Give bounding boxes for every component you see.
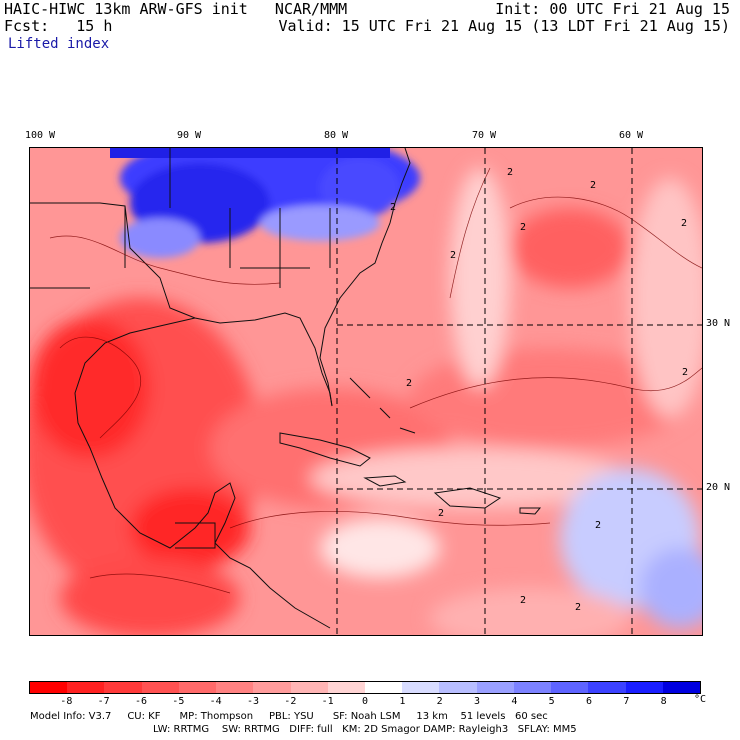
stable-region — [320, 158, 400, 218]
colorbar-tick-label: -4 — [209, 696, 222, 707]
field-blob — [130, 488, 250, 568]
stable-region — [260, 205, 380, 241]
contour-label: 2 — [438, 508, 444, 519]
contour-label: 2 — [595, 520, 601, 531]
colorbar-swatch — [141, 682, 179, 693]
colorbar-swatch — [290, 682, 328, 693]
colorbar-tick-label: 3 — [473, 696, 481, 707]
field-blob — [320, 518, 440, 578]
coastline — [30, 202, 333, 407]
contour-label: 2 — [520, 595, 526, 606]
contour-label: 2 — [681, 218, 687, 229]
contour-label: 2 — [450, 250, 456, 261]
contour-label: 2 — [682, 367, 688, 378]
contour — [509, 196, 702, 269]
contour — [59, 336, 142, 439]
contour — [89, 573, 231, 594]
colorbar-swatch — [327, 682, 365, 693]
contour-label: 2 — [390, 202, 396, 213]
lon-label: 70 W — [471, 130, 497, 141]
lon-label: 80 W — [323, 130, 349, 141]
coastline — [349, 377, 416, 434]
valid-time: Valid: 15 UTC Fri 21 Aug 15 (13 LDT Fri … — [278, 17, 730, 35]
contour — [49, 235, 281, 285]
field-blob — [640, 548, 702, 628]
lat-label: 20 N — [706, 482, 731, 493]
colorbar-swatch — [364, 682, 403, 693]
colorbar-tick-label: 4 — [511, 696, 518, 707]
lon-label: 100 W — [24, 130, 56, 141]
coastline — [279, 432, 371, 467]
contour — [409, 367, 702, 409]
colorbar-tick-label: 5 — [548, 696, 555, 707]
stable-region — [110, 148, 390, 158]
coastline — [363, 475, 407, 487]
colorbar-swatch — [104, 682, 142, 693]
colorbar-swatch — [551, 682, 589, 693]
coastline — [519, 507, 542, 515]
field-name: Lifted index — [8, 36, 110, 52]
map-title: HAIC-HIWC 13km ARW-GFS init NCAR/MMM — [4, 0, 348, 18]
colorbar-tick-label: -3 — [246, 696, 260, 707]
contour-label: 2 — [520, 222, 526, 233]
colorbar-tick-label: -8 — [60, 696, 73, 707]
model-info-line-1: Model Info: V3.7 CU: KF MP: Thompson PBL… — [30, 711, 548, 722]
colorbar-swatch — [402, 682, 440, 693]
field-blob — [60, 558, 240, 635]
colorbar-tick-label: -7 — [97, 696, 110, 707]
colorbar-tick-label: -2 — [284, 696, 297, 707]
model-info-line-2: LW: RRTMG SW: RRTMG DIFF: full KM: 2D Sm… — [153, 724, 577, 735]
init-time: Init: 00 UTC Fri 21 Aug 15 — [495, 0, 730, 18]
contour-label: 2 — [590, 180, 596, 191]
colorbar-swatch — [67, 682, 105, 693]
contour-label: 2 — [406, 378, 412, 389]
colorbar-swatch — [253, 682, 291, 693]
field-blob — [450, 168, 510, 388]
coastline — [175, 522, 216, 549]
colorbar-tick-label: 1 — [399, 696, 406, 707]
forecast-hour: Fcst: 15 h — [4, 17, 113, 35]
colorbar-swatch — [513, 682, 552, 693]
colorbar-swatch — [178, 682, 217, 693]
colorbar-tick-label: 0 — [361, 696, 369, 707]
lon-label: 90 W — [176, 130, 202, 141]
colorbar-tick-label: -6 — [134, 696, 148, 707]
colorbar-swatch — [476, 682, 514, 693]
field-blob — [510, 208, 630, 288]
colorbar-tick-label: 2 — [436, 696, 443, 707]
contour — [229, 511, 551, 529]
field-blob — [30, 318, 150, 458]
colorbar-tick-label: 7 — [623, 696, 630, 707]
map-canvas: 2 2 2 2 2 2 2 2 2 2 2 2 — [30, 148, 702, 635]
colorbar-tick-label: -1 — [321, 696, 334, 707]
colorbar-tick-label: 6 — [585, 696, 593, 707]
colorbar-swatch — [662, 682, 700, 693]
colorbar-swatch — [439, 682, 477, 693]
colorbar — [29, 681, 701, 694]
field-blob — [630, 178, 702, 418]
lon-label: 60 W — [618, 130, 644, 141]
border — [30, 148, 331, 289]
colorbar-swatch — [588, 682, 626, 693]
coastline — [74, 317, 331, 629]
colorbar-tick-label: 8 — [660, 696, 667, 707]
field-blob — [310, 448, 630, 508]
colorbar-unit: °C — [694, 694, 707, 705]
colorbar-swatch — [216, 682, 254, 693]
field-blob — [430, 588, 630, 635]
contour-label: 2 — [507, 167, 513, 178]
colorbar-swatch — [30, 682, 68, 693]
lifted-index-map: 2 2 2 2 2 2 2 2 2 2 2 2 — [29, 147, 703, 636]
coastline — [319, 148, 411, 407]
coastline — [433, 487, 502, 509]
lat-label: 30 N — [706, 318, 731, 329]
contour-label: 2 — [575, 602, 581, 613]
stable-region — [120, 218, 200, 258]
contour — [449, 167, 491, 299]
colorbar-tick-label: -5 — [172, 696, 185, 707]
colorbar-swatch — [625, 682, 663, 693]
